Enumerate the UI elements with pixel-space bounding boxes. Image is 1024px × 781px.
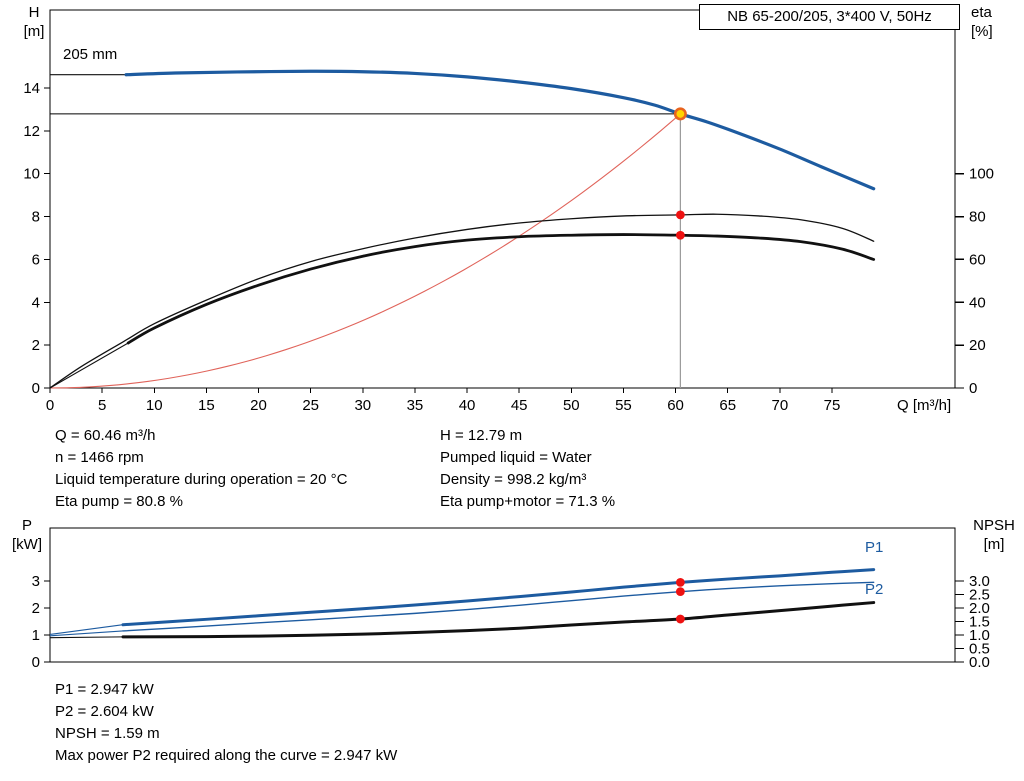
h-axis-name: H <box>28 4 40 21</box>
info-line-p2: P2 = 2.604 kW <box>55 703 154 720</box>
p1-curve-lead <box>49 624 124 635</box>
npsh-curve <box>121 601 876 639</box>
info-line-q: Q = 60.46 m³/h <box>55 427 156 444</box>
tick-label: 25 <box>302 397 319 414</box>
tick-label: 0 <box>969 380 977 397</box>
q-axis-label: Q [m³/h] <box>897 397 952 414</box>
plot-frame <box>49 9 956 389</box>
tick-label: 8 <box>32 209 40 226</box>
tick-label: 2 <box>32 600 40 617</box>
h-axis-label: H [m] <box>16 3 52 41</box>
tick-label: 10 <box>23 166 40 183</box>
info-line-liquid-temp: Liquid temperature during operation = 20… <box>55 471 348 488</box>
tick-label: 0.5 <box>969 640 990 657</box>
info-line-pumped-liquid: Pumped liquid = Water <box>440 449 592 466</box>
tick-label: 12 <box>23 123 40 140</box>
tick-label: 1 <box>32 627 40 644</box>
npsh-marker <box>675 614 685 624</box>
npsh-axis-label: NPSH [m] <box>964 516 1024 554</box>
tick-label: 1.0 <box>969 627 990 644</box>
tick-label: 20 <box>969 337 986 354</box>
info-line-density: Density = 998.2 kg/m³ <box>440 471 587 488</box>
p-axis-name: P <box>21 517 32 534</box>
tick-label: 60 <box>667 397 684 414</box>
tick-label: 80 <box>969 209 986 226</box>
tick-label: 1.5 <box>969 613 990 630</box>
tick-label: 45 <box>511 397 528 414</box>
p-axis-unit: [kW] <box>12 536 42 553</box>
impeller-diameter-label: 205 mm <box>63 46 118 63</box>
p1-marker <box>675 577 685 587</box>
p2-curve-label: P2 <box>865 581 884 598</box>
p2-curve-lead <box>49 630 124 637</box>
tick-label: 3.0 <box>969 573 990 590</box>
tick-label: 55 <box>615 397 632 414</box>
tick-label: 0 <box>32 380 40 397</box>
pump-title-box: NB 65-200/205, 3*400 V, 50Hz <box>699 4 960 30</box>
tick-label: 2 <box>32 337 40 354</box>
tick-label: 0 <box>32 654 40 671</box>
tick-label: 50 <box>563 397 580 414</box>
tick-label: 0 <box>46 397 54 414</box>
tick-label: 60 <box>969 251 986 268</box>
eta-axis-name: eta <box>971 4 992 21</box>
power-npsh-data: P1 = 2.947 kW P2 = 2.604 kW NPSH = 1.59 … <box>55 679 397 767</box>
tick-label: 10 <box>146 397 163 414</box>
npsh-curve-lead <box>49 636 123 639</box>
tick-label: 3 <box>32 573 40 590</box>
eta-axis-unit: [%] <box>971 23 993 40</box>
info-line-eta-pump-motor: Eta pump+motor = 71.3 % <box>440 493 616 510</box>
tick-label: 20 <box>250 397 267 414</box>
eta-pump-motor-curve-lead <box>49 342 129 389</box>
tick-label: 70 <box>771 397 788 414</box>
p1-curve-label: P1 <box>865 539 884 556</box>
p-axis-label: P [kW] <box>4 516 50 554</box>
eta-pump-motor-curve <box>126 233 876 345</box>
tick-label: 40 <box>459 397 476 414</box>
tick-label: 65 <box>719 397 736 414</box>
p2-curve <box>122 581 875 632</box>
tick-label: 100 <box>969 166 994 183</box>
tick-label: 14 <box>23 80 40 97</box>
info-line-max-power: Max power P2 required along the curve = … <box>55 747 398 764</box>
tick-label: 4 <box>32 294 40 311</box>
tick-label: 30 <box>354 397 371 414</box>
p2-marker <box>675 587 685 597</box>
plot-frame <box>49 527 956 663</box>
tick-label: 5 <box>98 397 106 414</box>
p1-curve <box>121 568 876 627</box>
tick-label: 6 <box>32 251 40 268</box>
tick-label: 0.0 <box>969 654 990 671</box>
head-curve <box>124 69 876 191</box>
h-axis-unit: [m] <box>23 23 45 40</box>
duty-point-marker[interactable] <box>673 107 687 121</box>
tick-label: 2.0 <box>969 600 990 617</box>
info-line-npsh: NPSH = 1.59 m <box>55 725 160 742</box>
tick-label: 35 <box>407 397 424 414</box>
npsh-axis-name: NPSH <box>973 517 1015 534</box>
info-line-p1: P1 = 2.947 kW <box>55 681 154 698</box>
eta-pump-marker <box>675 210 685 220</box>
eta-pump-curve <box>49 213 875 389</box>
eta-axis-label: eta [%] <box>971 3 993 41</box>
system-curve <box>49 113 681 389</box>
tick-label: 15 <box>198 397 215 414</box>
tick-label: 75 <box>824 397 841 414</box>
operating-data-left: Q = 60.46 m³/h n = 1466 rpm Liquid tempe… <box>55 425 347 513</box>
npsh-axis-unit: [m] <box>983 536 1005 553</box>
info-line-eta-pump: Eta pump = 80.8 % <box>55 493 183 510</box>
tick-label: 2.5 <box>969 586 990 603</box>
info-line-h: H = 12.79 m <box>440 427 523 444</box>
info-line-n: n = 1466 rpm <box>55 449 144 466</box>
tick-label: 40 <box>969 294 986 311</box>
operating-data-right: H = 12.79 m Pumped liquid = Water Densit… <box>440 425 615 513</box>
eta-pump-motor-marker <box>675 230 685 240</box>
